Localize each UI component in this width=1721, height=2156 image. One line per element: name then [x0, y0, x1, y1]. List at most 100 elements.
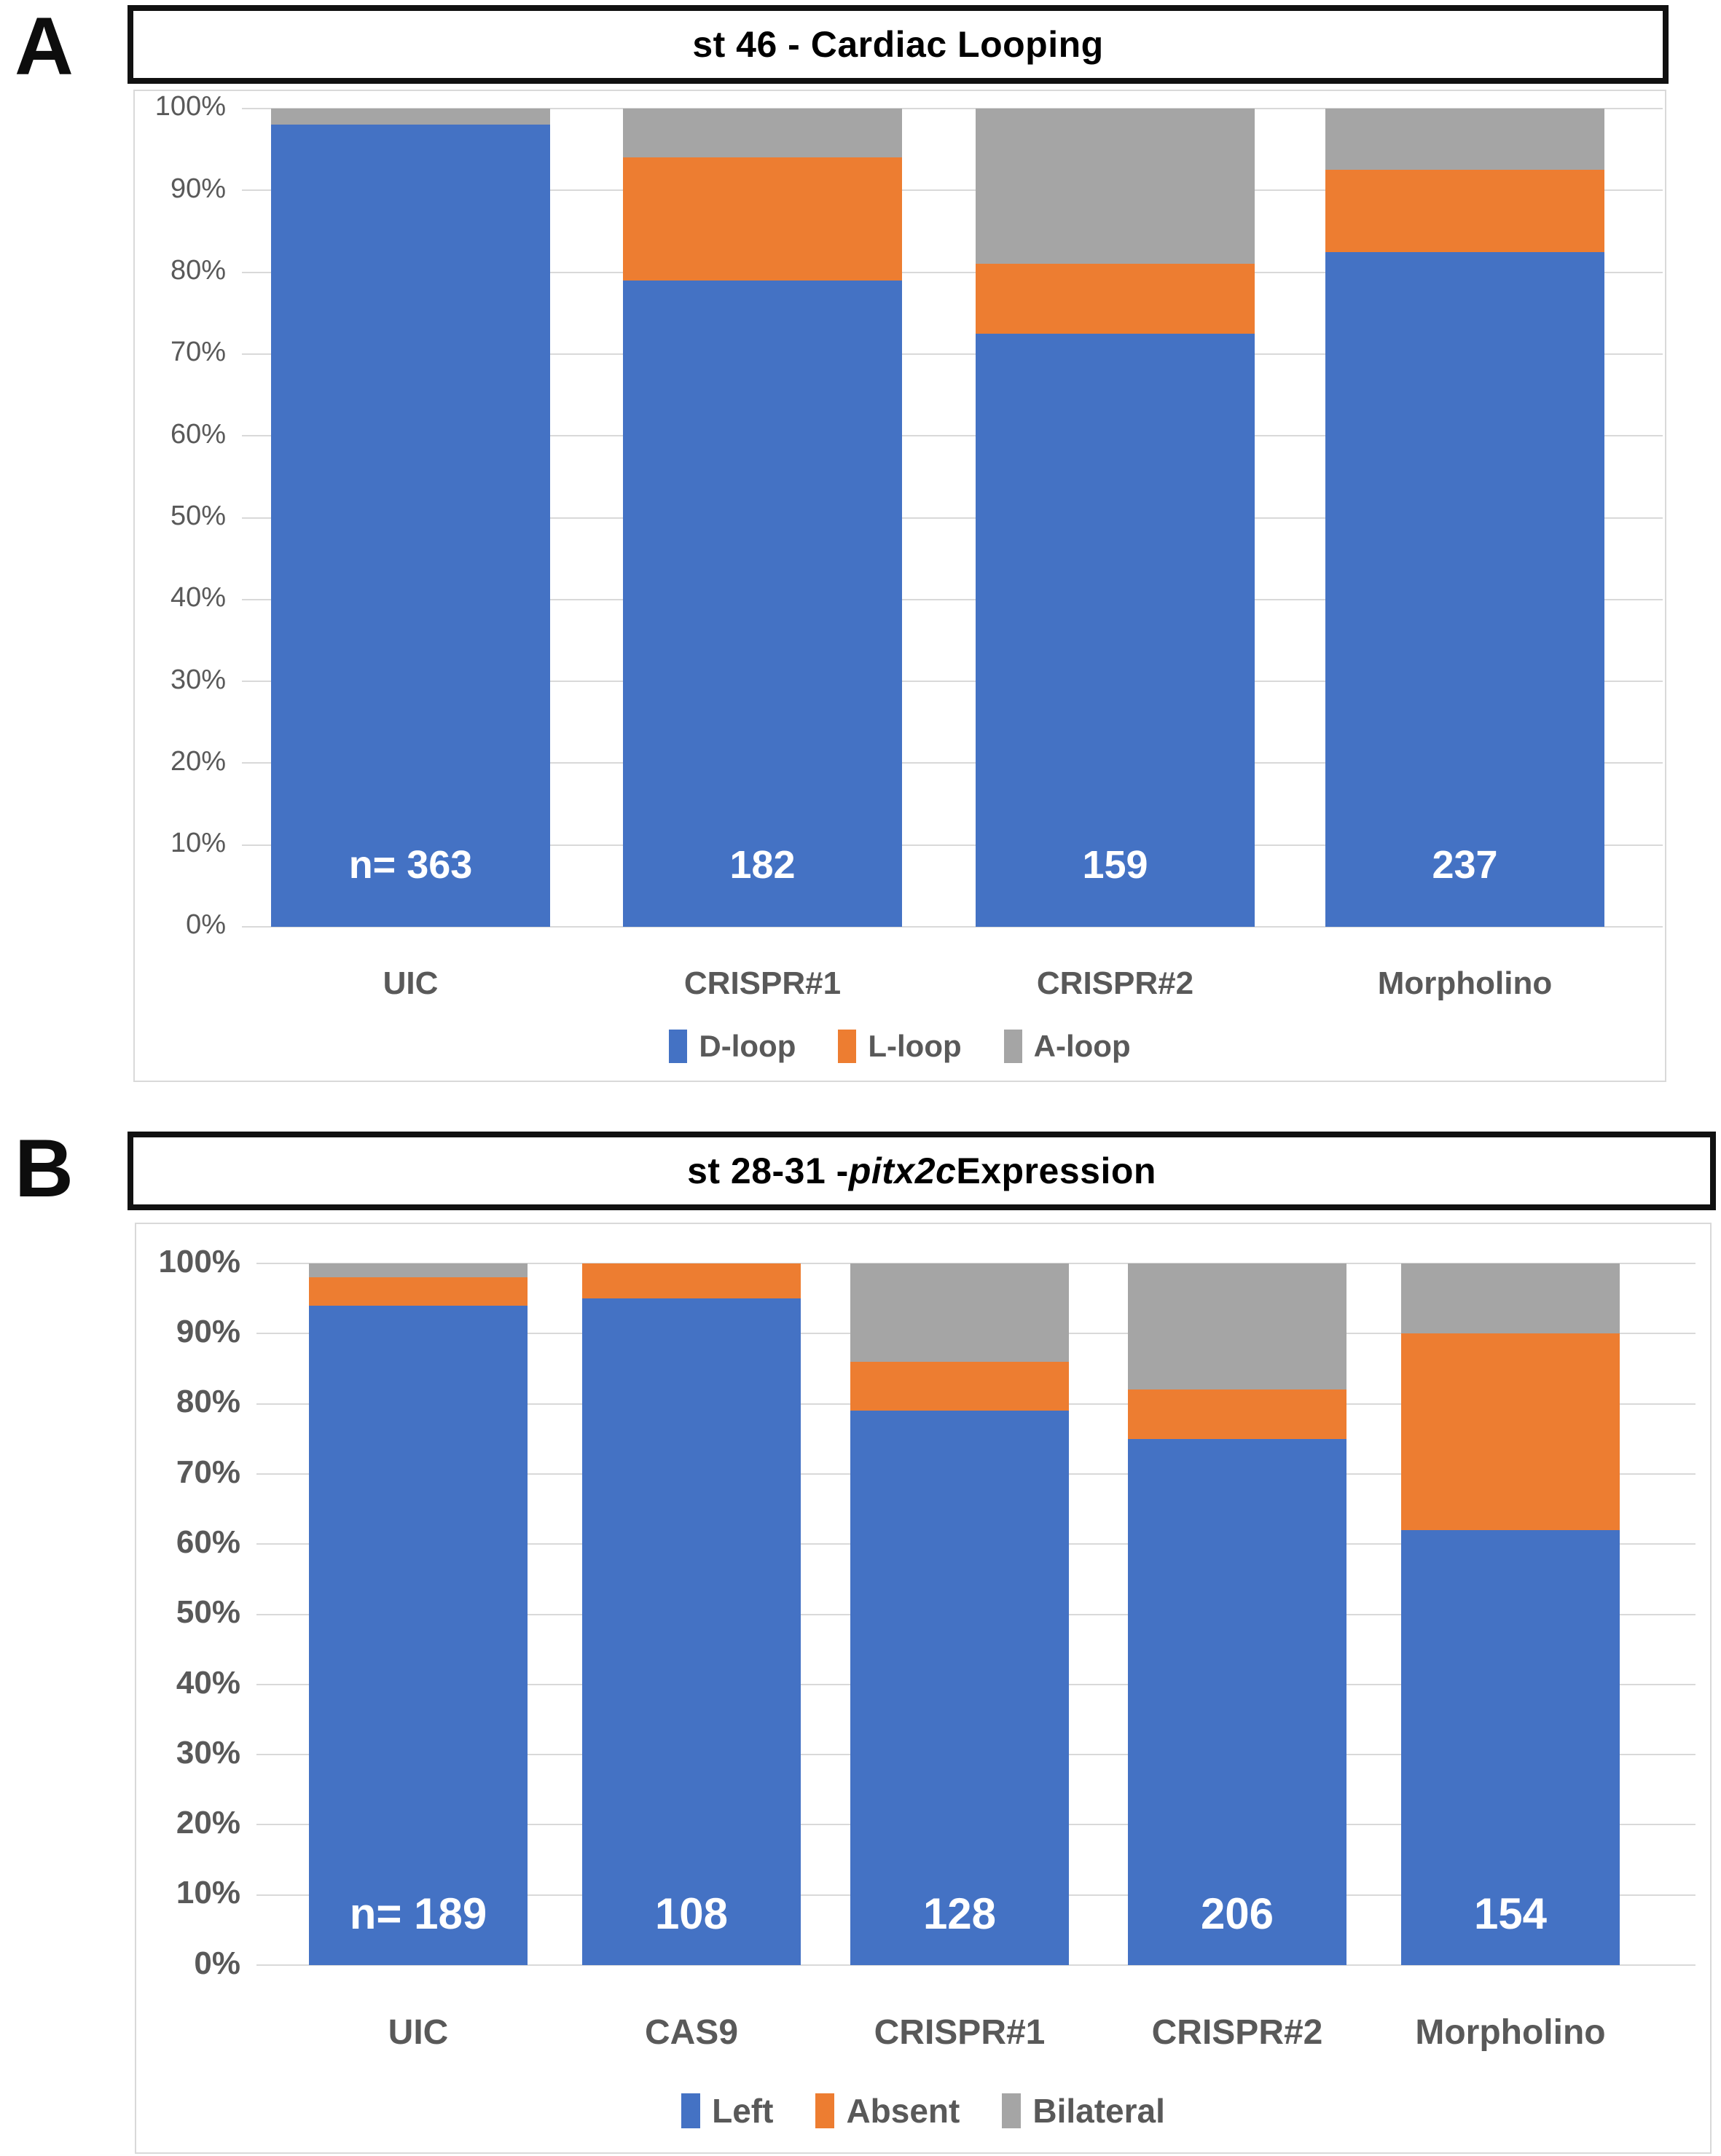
chart-b-title-italic: pitx2c — [848, 1150, 957, 1191]
bar-segment-l-loop — [1325, 170, 1604, 252]
bar-segment-a-loop — [271, 109, 550, 125]
legend-swatch-left — [681, 2093, 701, 2128]
gridline — [242, 108, 1663, 109]
legend-item: L-loop — [838, 1029, 962, 1064]
bar-segment-absent — [850, 1361, 1069, 1411]
y-axis-tick-label: 40% — [176, 1664, 240, 1701]
bar-segment-a-loop — [976, 109, 1255, 264]
gridline — [242, 926, 1663, 928]
bar-segment-a-loop — [623, 109, 902, 158]
category-label: CRISPR#1 — [683, 965, 842, 1001]
legend-swatch-d-loop — [669, 1030, 688, 1063]
legend-item: Absent — [815, 2091, 960, 2130]
y-axis-tick-label: 80% — [170, 255, 226, 286]
category-label: CRISPR#2 — [1036, 965, 1194, 1001]
bar-segment-left — [309, 1305, 528, 1965]
category-label: CRISPR#1 — [874, 2013, 1046, 2052]
gridline — [242, 517, 1663, 519]
legend-label: D-loop — [699, 1029, 796, 1063]
legend: Left Absent Bilateral — [136, 2091, 1710, 2130]
legend-swatch-a-loop — [1003, 1030, 1022, 1063]
legend-swatch-bilateral — [1002, 2093, 1022, 2128]
chart-b-title-suffix: Expression — [956, 1150, 1156, 1191]
n-count-label: n= 363 — [348, 842, 473, 887]
bar-segment-absent — [1128, 1389, 1346, 1439]
bar-segment-l-loop — [976, 264, 1255, 334]
bar-segment-bilateral — [309, 1263, 528, 1278]
gridline — [242, 681, 1663, 683]
bar-segment-d-loop — [1325, 251, 1604, 927]
y-axis-tick-label: 50% — [170, 500, 226, 531]
category-label: UIC — [383, 965, 439, 1001]
y-axis-tick-label: 60% — [176, 1524, 240, 1560]
panel-a-letter: A — [15, 1, 74, 92]
bar-segment-left — [1128, 1438, 1346, 1965]
bar-segment-bilateral — [1128, 1263, 1346, 1390]
category-label: Morpholino — [1377, 965, 1553, 1001]
legend-label: L-loop — [868, 1029, 962, 1063]
n-count-label: 206 — [1200, 1889, 1274, 1939]
bar-segment-absent — [309, 1277, 528, 1306]
y-axis-tick-label: 40% — [170, 582, 226, 614]
bar-segment-d-loop — [623, 280, 902, 927]
bar-segment-absent — [1401, 1333, 1620, 1530]
bar-segment-d-loop — [271, 125, 550, 927]
legend-swatch-l-loop — [838, 1030, 857, 1063]
chart-a-title-text: st 46 - Cardiac Looping — [692, 24, 1104, 65]
y-axis-tick-label: 100% — [154, 91, 226, 122]
y-axis-tick-label: 60% — [170, 418, 226, 450]
category-label: CRISPR#2 — [1151, 2013, 1323, 2052]
y-axis-tick-label: 20% — [176, 1805, 240, 1841]
y-axis-tick-label: 30% — [170, 664, 226, 695]
category-label: CAS9 — [644, 2013, 739, 2052]
bar-segment-a-loop — [1325, 109, 1604, 170]
chart-a-title: st 46 - Cardiac Looping — [128, 5, 1669, 84]
legend-item: Left — [681, 2091, 773, 2130]
y-axis-tick-label: 10% — [176, 1875, 240, 1911]
n-count-label: 237 — [1432, 842, 1498, 887]
panel-b-letter: B — [15, 1123, 74, 1214]
legend-label: Bilateral — [1032, 2092, 1165, 2130]
gridline — [242, 435, 1663, 437]
gridline — [242, 189, 1663, 192]
legend-item: D-loop — [669, 1029, 796, 1064]
bar-segment-bilateral — [850, 1263, 1069, 1362]
legend-label: Left — [712, 2092, 774, 2130]
y-axis-tick-label: 90% — [170, 173, 226, 204]
n-count-label: 154 — [1473, 1889, 1548, 1939]
chart-b-pitx2c-expression: 0% 10% 20% 30% 40% 50% 60% 70% 80% 90% 100% n= 189 U… — [135, 1223, 1712, 2154]
legend-label: A-loop — [1033, 1029, 1131, 1063]
chart-b-title-text: st 28-31 - — [687, 1150, 849, 1191]
y-axis-tick-label: 70% — [170, 337, 226, 368]
y-axis-tick-label: 0% — [186, 909, 226, 941]
legend-swatch-absent — [815, 2093, 835, 2128]
y-axis-tick-label: 80% — [176, 1384, 240, 1420]
gridline — [242, 598, 1663, 600]
legend-item: A-loop — [1003, 1029, 1131, 1064]
category-label: UIC — [388, 2013, 449, 2052]
gridline — [242, 844, 1663, 846]
gridline — [242, 762, 1663, 764]
bar-segment-left — [850, 1411, 1069, 1965]
bar-segment-l-loop — [623, 157, 902, 281]
n-count-label: n= 189 — [349, 1889, 487, 1939]
category-label: Morpholino — [1415, 2013, 1606, 2052]
y-axis-tick-label: 70% — [176, 1454, 240, 1490]
y-axis-tick-label: 30% — [176, 1734, 240, 1771]
bar-segment-absent — [582, 1263, 801, 1299]
chart-b-title: st 28-31 - pitx2c Expression — [128, 1132, 1716, 1210]
gridline — [242, 271, 1663, 273]
gridline — [256, 1964, 1695, 1966]
y-axis-tick-label: 0% — [194, 1945, 240, 1981]
legend: D-loop L-loop A-loop — [135, 1029, 1665, 1064]
y-axis-tick-label: 20% — [170, 745, 226, 777]
gridline — [242, 353, 1663, 355]
chart-a-cardiac-looping: 0% 10% 20% 30% 40% 50% 60% 70% 80% 90% 100% n= 363 U… — [133, 90, 1666, 1082]
n-count-label: 108 — [654, 1889, 729, 1939]
legend-label: Absent — [846, 2092, 960, 2130]
legend-item: Bilateral — [1002, 2091, 1165, 2130]
y-axis-tick-label: 90% — [176, 1314, 240, 1350]
n-count-label: 182 — [729, 842, 796, 887]
n-count-label: 159 — [1082, 842, 1148, 887]
